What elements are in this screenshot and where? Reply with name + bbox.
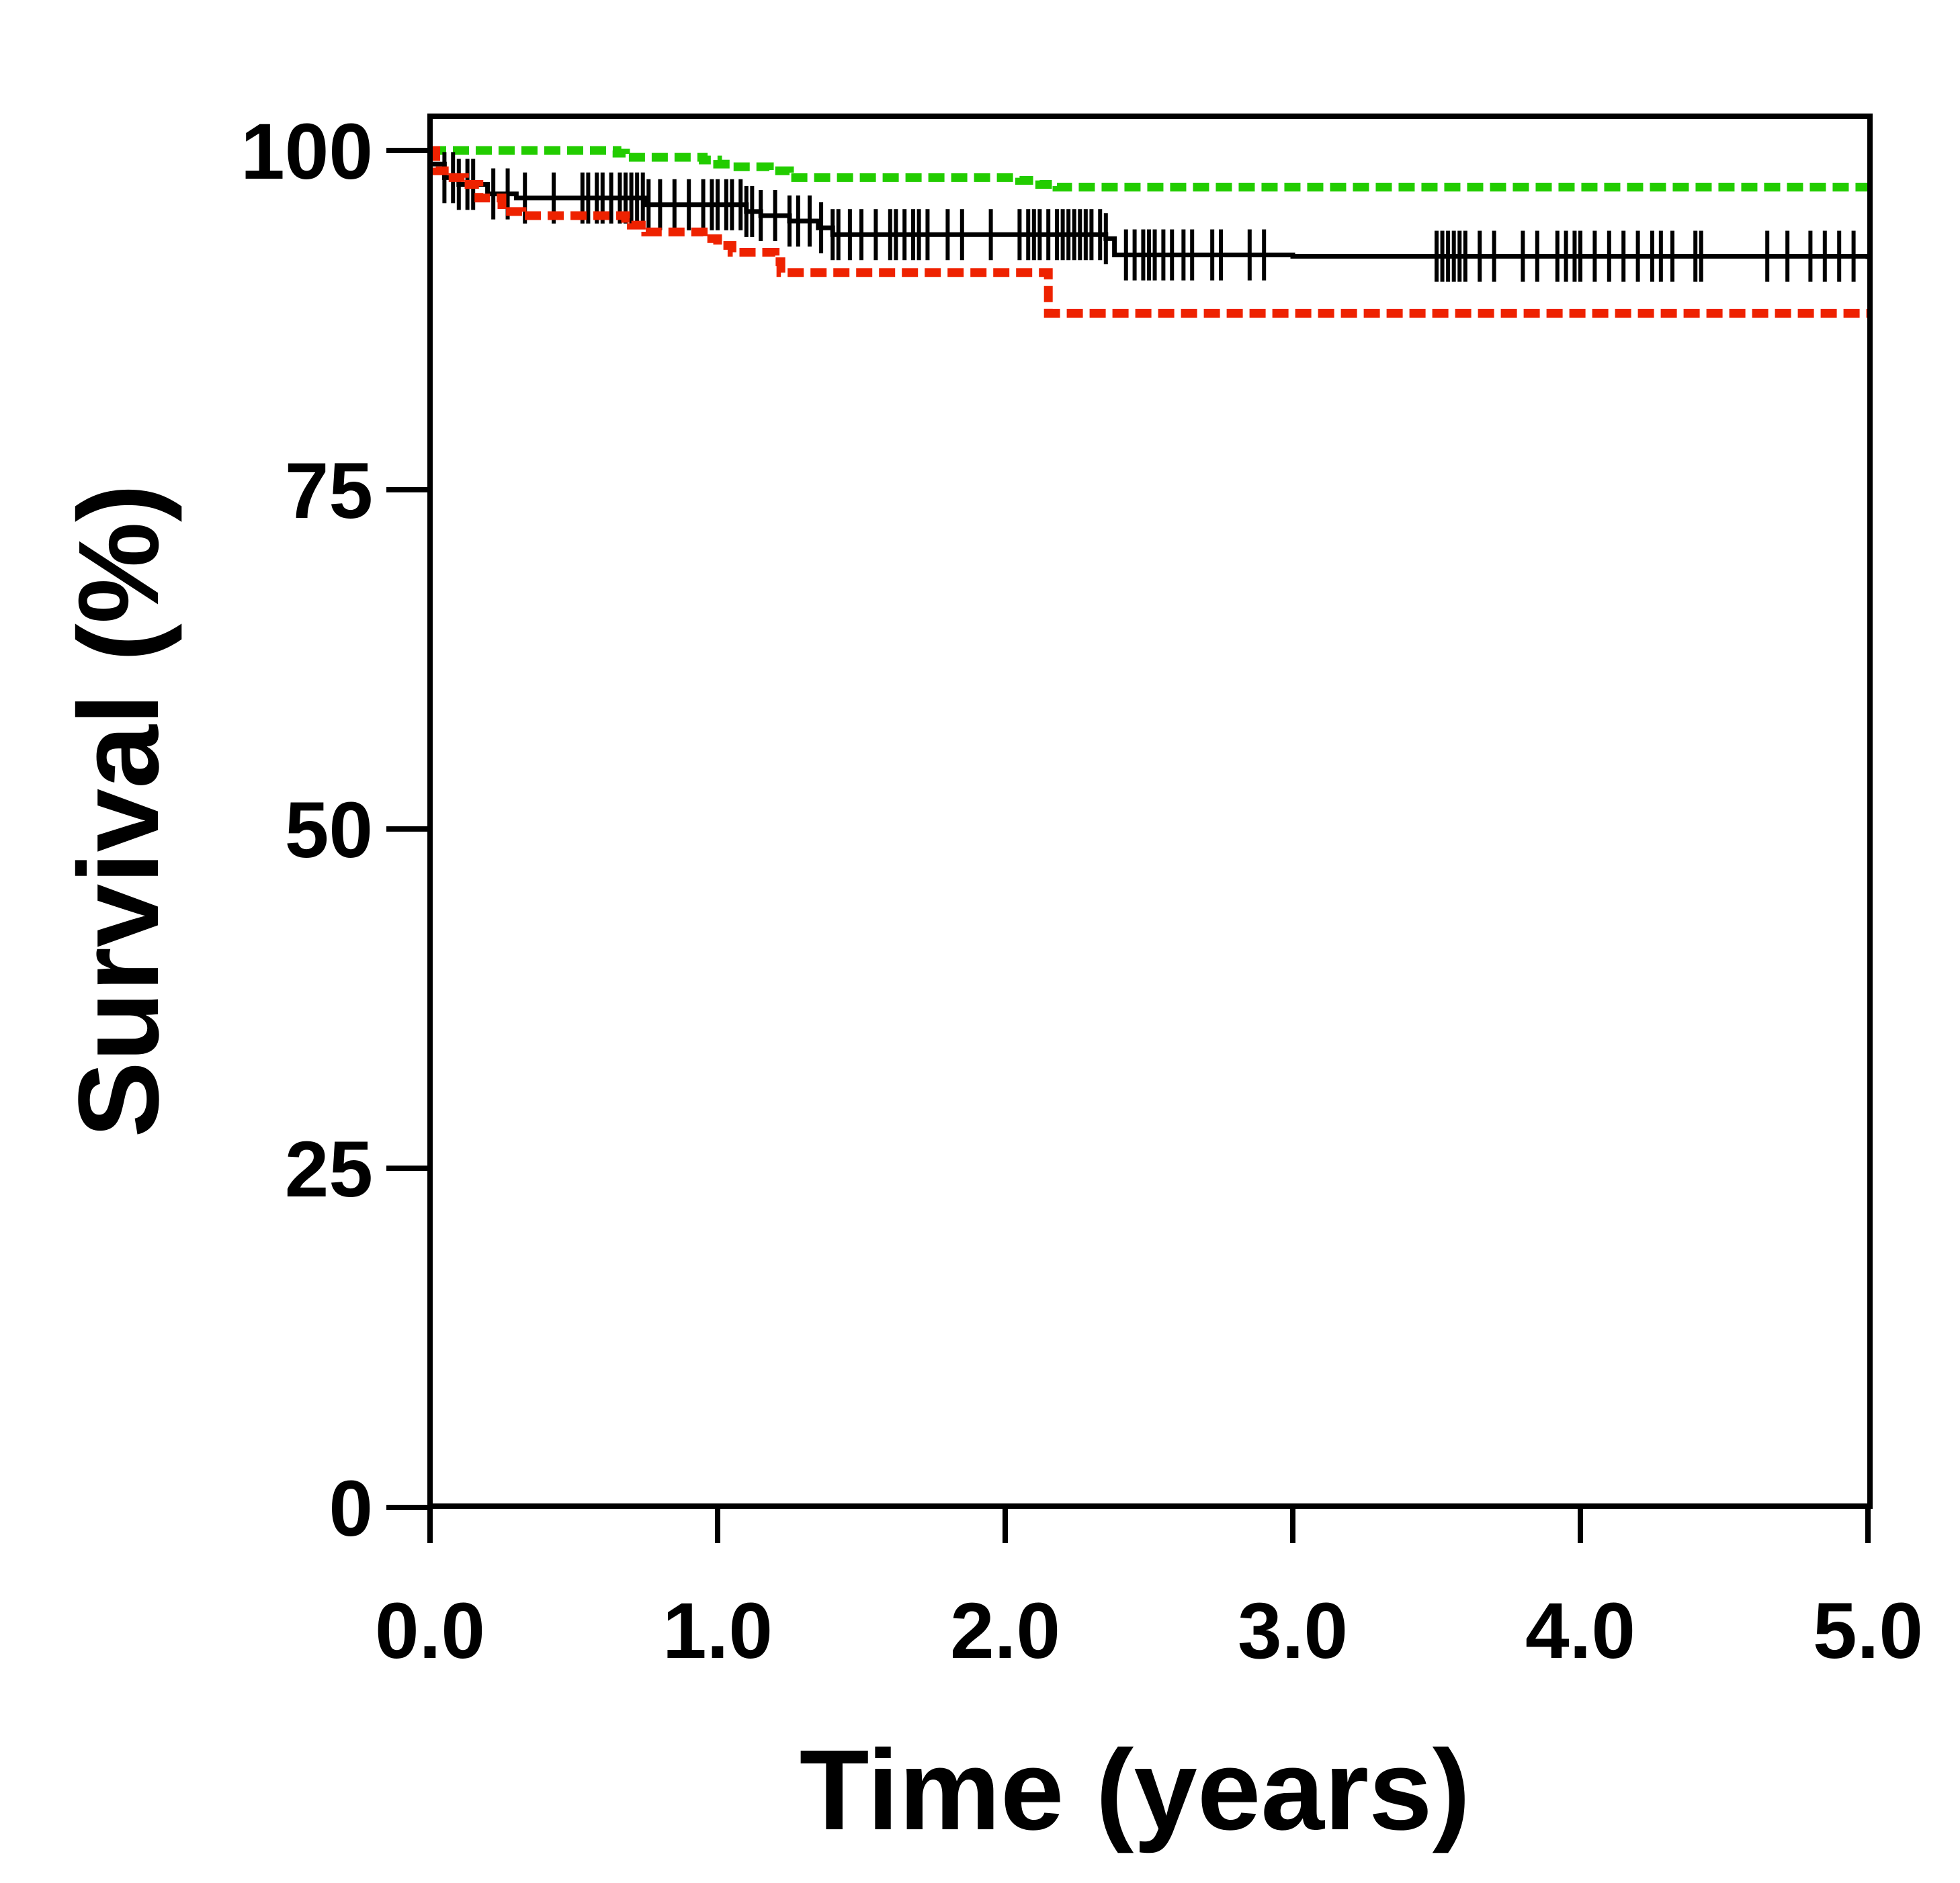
axes-layer [427,114,1873,1509]
y-axis-title: Survival (%) [55,484,183,1137]
ticks-layer: 0.0 1.0 2.0 3.0 4.0 5.0 0 25 50 75 100 [241,107,1923,1675]
y-tick-label: 75 [285,447,373,535]
x-tick-label: 5.0 [1813,1587,1923,1675]
series-line-0 [430,146,1868,192]
x-axis-title: Time (years) [800,1726,1471,1854]
series-line-2 [430,146,1868,318]
y-tick-label: 50 [285,786,373,875]
x-tick-label: 4.0 [1525,1587,1635,1675]
series-layer [430,146,1871,318]
x-tick-label: 0.0 [375,1587,485,1675]
y-tick-label: 100 [241,107,373,196]
x-tick-label: 1.0 [663,1587,773,1675]
plot-frame [427,114,1873,1509]
y-tick-label: 0 [329,1464,373,1553]
y-tick-label: 25 [285,1125,373,1214]
x-tick-label: 2.0 [950,1587,1060,1675]
x-tick-label: 3.0 [1238,1587,1348,1675]
